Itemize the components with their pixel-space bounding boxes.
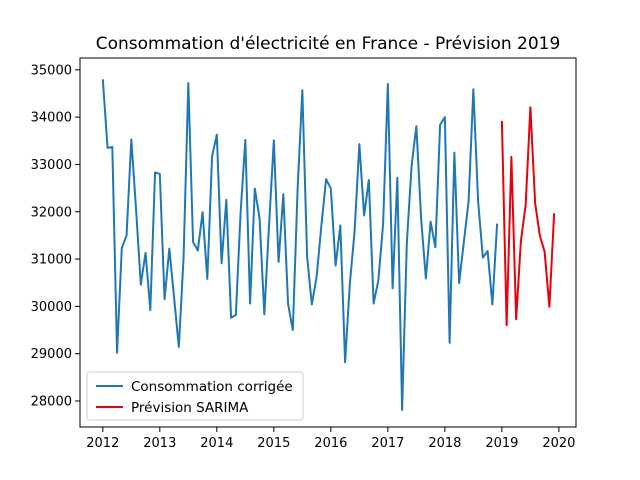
- series-line-2: [500, 106, 556, 327]
- y-tick-label: 28000: [31, 394, 72, 409]
- y-tick-label: 30000: [31, 300, 72, 315]
- y-tick-label: 34000: [31, 111, 72, 126]
- x-tick-label: 2020: [542, 436, 575, 451]
- x-tick-label: 2012: [86, 436, 119, 451]
- series-line-1: [101, 79, 499, 411]
- y-tick-label: 29000: [31, 347, 72, 362]
- chart-title: Consommation d'électricité en France - P…: [96, 34, 561, 54]
- y-axis: 28000 29000 30000 31000 32000 33000 34000 35000: [31, 63, 80, 409]
- x-tick-label: 2017: [371, 436, 404, 451]
- x-tick-label: 2015: [257, 436, 290, 451]
- y-tick-label: 35000: [31, 63, 72, 78]
- plot-area: [101, 79, 556, 411]
- legend-label-1: Consommation corrigée: [131, 379, 293, 395]
- x-axis: 2012 2013 2014 2015 2016 2017 2018 2019 2020: [86, 427, 575, 451]
- plot-frame: [79, 57, 577, 428]
- x-tick-label: 2018: [428, 436, 461, 451]
- legend-box: [86, 371, 304, 421]
- x-tick-label: 2014: [200, 436, 233, 451]
- x-tick-label: 2019: [485, 436, 518, 451]
- legend-label-2: Prévision SARIMA: [131, 400, 249, 416]
- y-tick-label: 33000: [31, 158, 72, 173]
- y-tick-label: 31000: [31, 253, 72, 268]
- x-tick-label: 2013: [143, 436, 176, 451]
- y-tick-label: 32000: [31, 205, 72, 220]
- legend: Consommation corrigée Prévision SARIMA: [86, 371, 304, 421]
- x-tick-label: 2016: [314, 436, 347, 451]
